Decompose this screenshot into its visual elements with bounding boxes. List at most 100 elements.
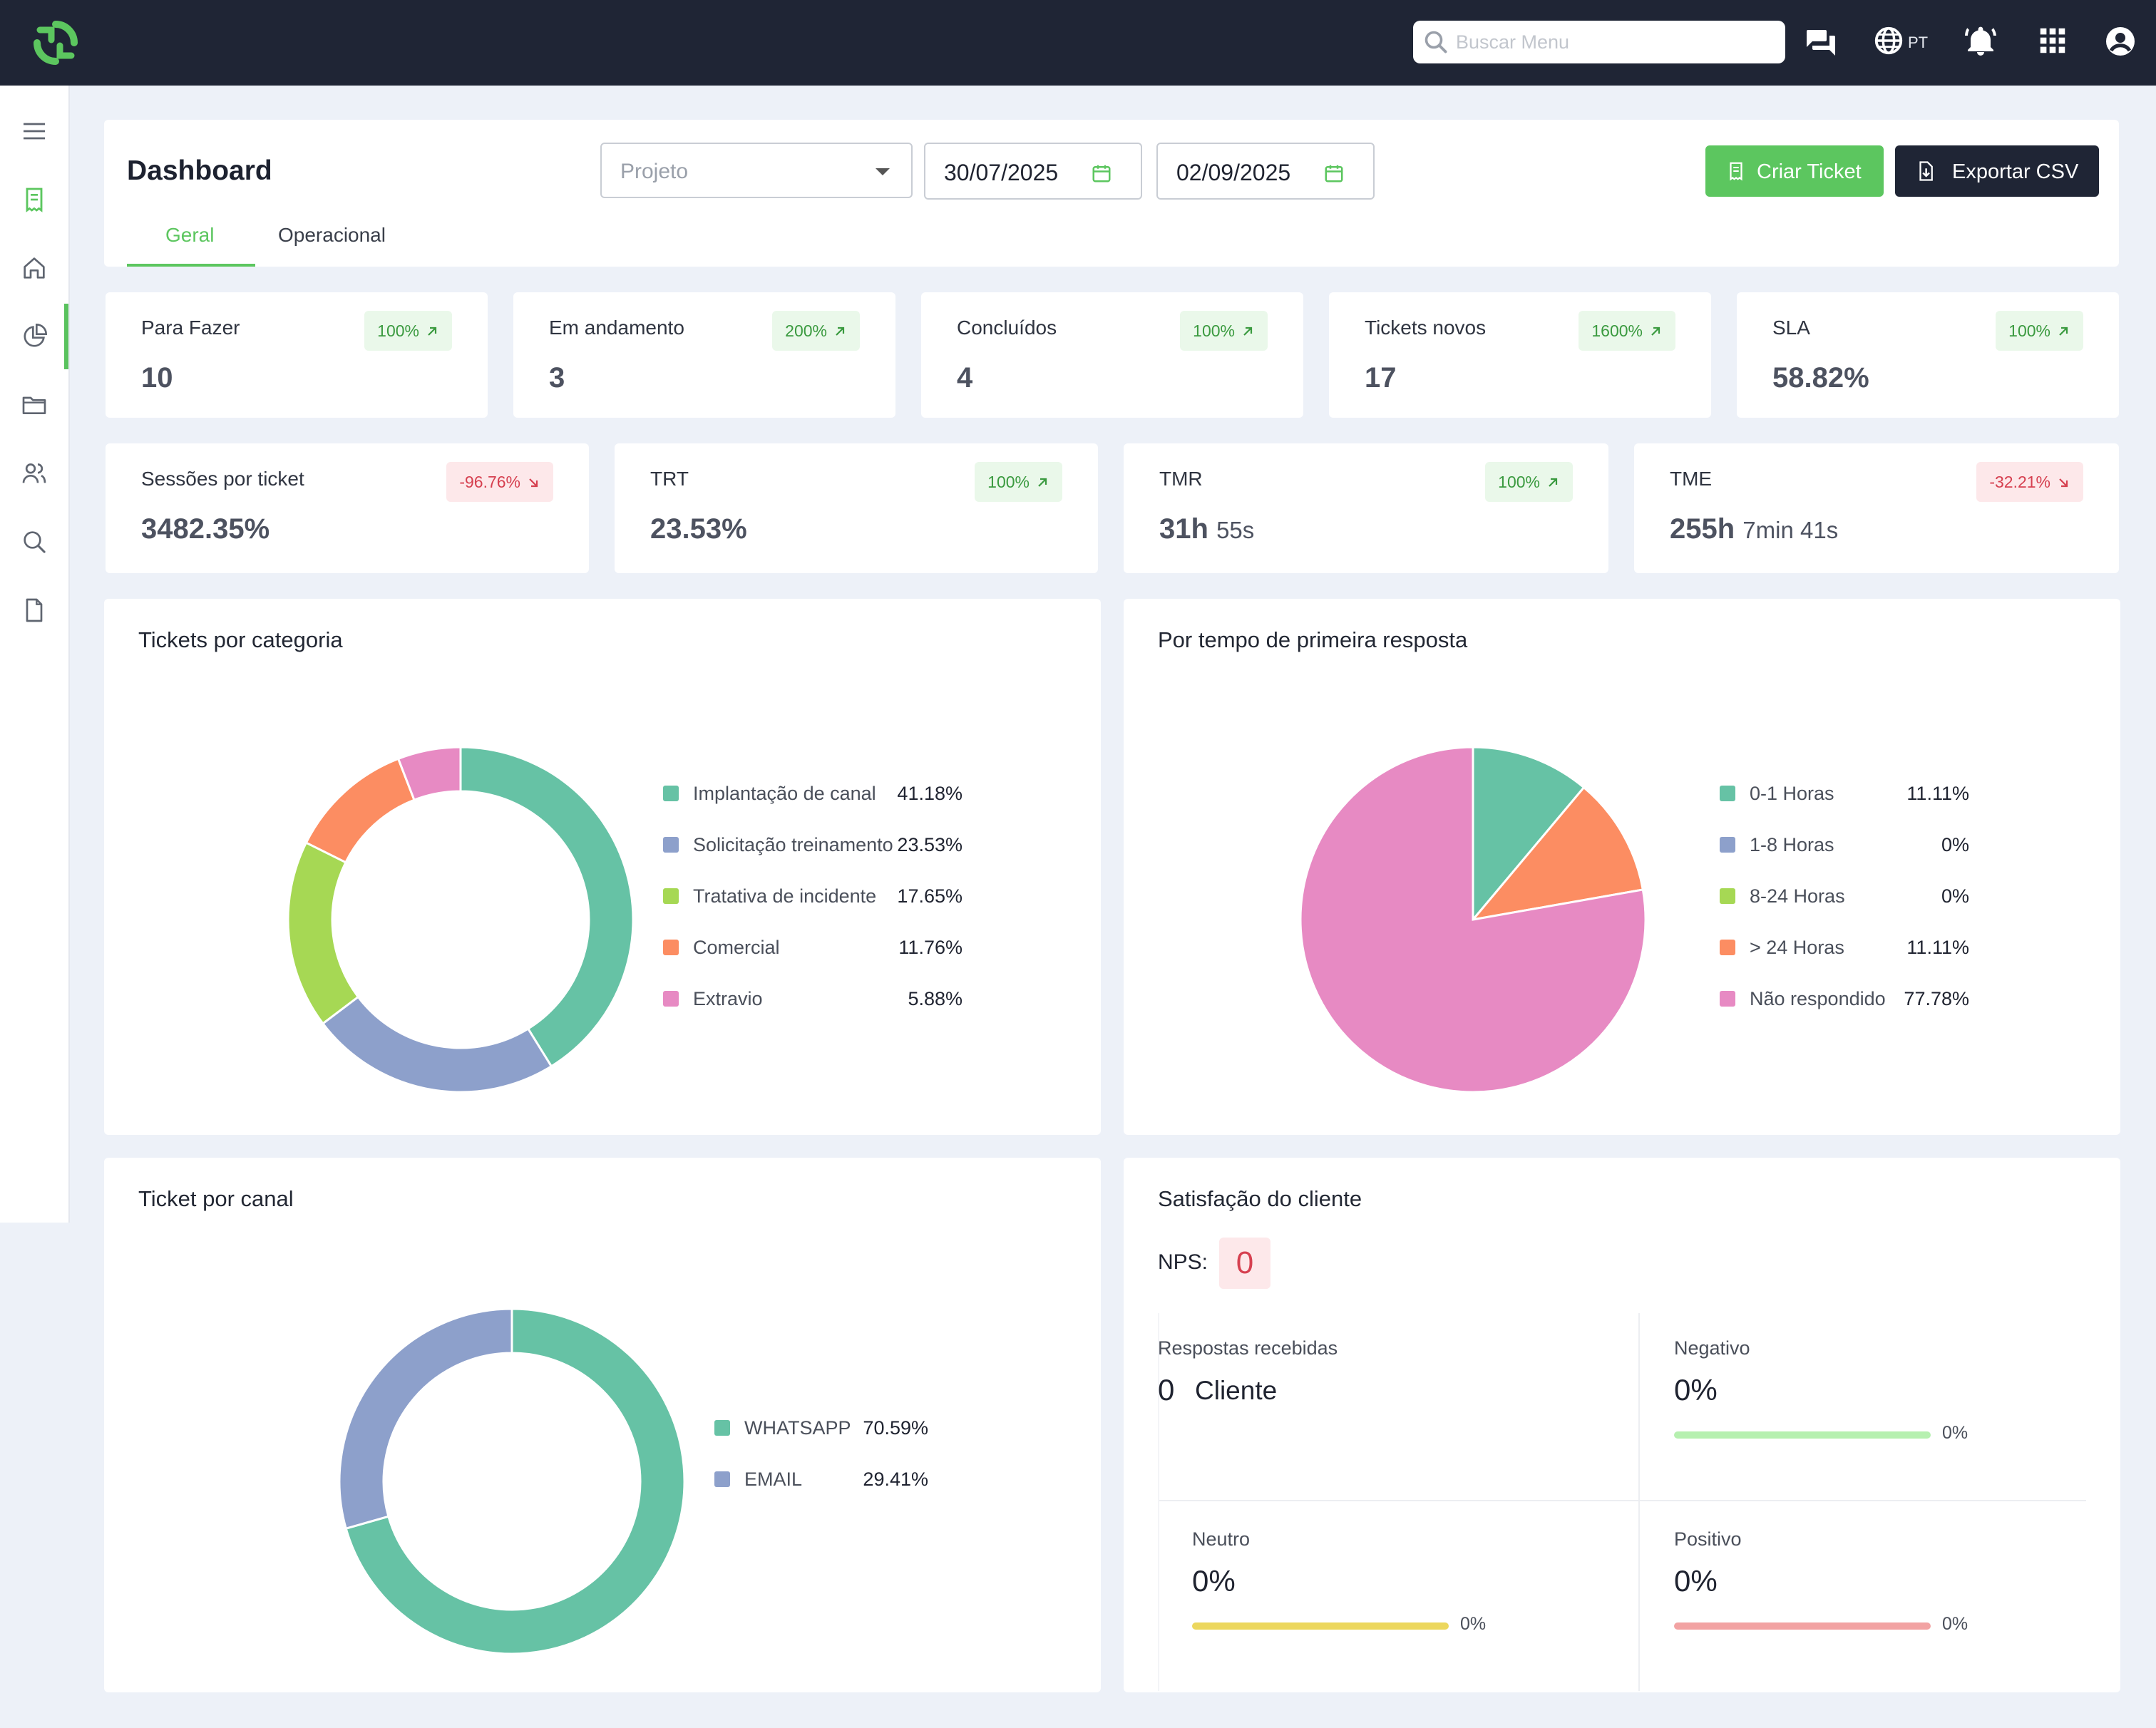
kpi-value: 31h 55s [1159,513,1255,545]
slice--24-horas[interactable] [1470,786,1645,922]
legend-label: Solicitação treinamento [693,834,893,855]
apps-grid-icon[interactable] [2036,24,2069,57]
search-icon[interactable] [20,528,48,556]
positive-label: Positivo [1674,1528,1742,1550]
legend-swatch [1720,991,1735,1007]
slice-email[interactable] [338,1307,513,1531]
divider [1158,1500,2086,1501]
received-label: Respostas recebidas [1158,1337,1338,1359]
received-value: 0 [1158,1373,1175,1406]
legend-item[interactable]: 8-24 Horas 0% [1720,881,1969,910]
donut-chart [338,1307,686,1655]
search-box[interactable] [1413,21,1785,63]
kpi-value: 58.82% [1772,362,1869,394]
kpi-value: 3 [549,362,565,394]
legend-swatch [663,786,679,801]
chart-title: Por tempo de primeira resposta [1158,627,1468,652]
date-to-value: 02/09/2025 [1176,160,1291,185]
positive-value: 0% [1674,1564,1718,1598]
folder-icon[interactable] [20,391,48,419]
search-input[interactable] [1456,21,1770,63]
kpi-value: 23.53% [650,513,747,545]
legend-value: 29.41% [863,1469,928,1490]
neutral-bar [1192,1622,1449,1630]
legend-item[interactable]: EMAIL 29.41% [714,1464,928,1493]
app-logo[interactable] [31,19,80,67]
kpi-label: TMR [1159,468,1203,490]
ticket-icon[interactable] [20,185,48,214]
kpi-label: Para Fazer [141,317,240,339]
bell-icon[interactable] [1963,24,1998,58]
export-csv-button[interactable]: Exportar CSV [1895,145,2099,197]
tab-operacional[interactable]: Operacional [278,224,386,246]
chart-card-ticket-por-canal: Ticket por canal WHATSAPP 70.59% EMAIL 29.4… [104,1158,1101,1692]
legend-item[interactable]: WHATSAPP 70.59% [714,1413,928,1441]
arrow-up-right-icon [1549,478,1558,487]
slice-extravio[interactable] [396,746,462,802]
pie-chart-icon[interactable] [20,322,48,351]
users-icon[interactable] [20,459,48,488]
legend-value: 23.53% [897,834,962,855]
legend-swatch [714,1471,730,1487]
trend-badge: 100% [1996,311,2083,351]
negative-label: Negativo [1674,1337,1750,1359]
account-icon[interactable] [2103,24,2137,58]
kpi-card-sessoes-por-ticket: Sessões por ticket 3482.35% -96.76% [106,443,589,573]
chat-icon[interactable] [1804,24,1838,58]
menu-icon[interactable] [20,117,48,145]
nps-value: 0 [1219,1238,1270,1289]
slice-solicita-o-treinamento[interactable] [321,995,553,1094]
language-label[interactable]: PT [1908,34,1929,51]
received-unit: Cliente [1195,1376,1278,1405]
date-to-field[interactable]: 02/09/2025 [1156,143,1375,200]
page-title: Dashboard [127,155,272,186]
legend-label: EMAIL [744,1469,803,1490]
ticket-icon [1730,162,1742,181]
kpi-card-concluidos: Concluídos 4 100% [921,292,1303,418]
legend-item[interactable]: Não respondido 77.78% [1720,984,1969,1012]
arrow-down-right-icon [2059,478,2068,488]
legend-label: WHATSAPP [744,1417,851,1439]
slice-whatsapp[interactable] [344,1307,686,1655]
legend-swatch [1720,888,1735,904]
slice-comercial[interactable] [304,757,416,864]
legend-item[interactable]: Implantação de canal 41.18% [663,778,962,807]
date-from-field[interactable]: 30/07/2025 [924,143,1142,200]
create-ticket-button[interactable]: Criar Ticket [1705,145,1884,197]
legend-value: 17.65% [897,885,962,907]
legend-swatch [663,940,679,955]
arrow-down-right-icon [529,478,538,488]
home-icon[interactable] [20,254,48,282]
slice-tratativa-de-incidente[interactable] [287,841,360,1025]
legend-item[interactable]: Tratativa de incidente 17.65% [663,881,962,910]
legend-item[interactable]: Comercial 11.76% [663,932,962,961]
positive-bar [1674,1622,1931,1630]
document-icon[interactable] [20,596,48,624]
legend-value: 0% [1941,834,1969,855]
divider [1158,1313,1159,1691]
legend-item[interactable]: 1-8 Horas 0% [1720,830,1969,858]
legend-swatch [663,888,679,904]
legend-value: 70.59% [863,1417,928,1439]
legend-item[interactable]: Extravio 5.88% [663,984,962,1012]
globe-icon[interactable] [1872,24,1905,57]
file-download-icon [1919,161,1933,181]
slice-0-1-horas[interactable] [1472,746,1586,923]
kpi-label: Em andamento [549,317,684,339]
satisfaction-card: Satisfação do cliente NPS: 0 Respostas r… [1124,1158,2120,1692]
legend-item[interactable]: > 24 Horas 11.11% [1720,932,1969,961]
legend-label: 8-24 Horas [1750,885,1845,907]
calendar-icon [1092,165,1111,182]
legend-item[interactable]: 0-1 Horas 11.11% [1720,778,1969,807]
slice-n-o-respondido[interactable] [1299,746,1647,1094]
legend-value: 0% [1941,885,1969,907]
tab-geral[interactable]: Geral [165,224,215,246]
project-select[interactable]: Projeto [600,143,913,198]
kpi-label: Concluídos [957,317,1057,339]
legend-item[interactable]: Solicitação treinamento 23.53% [663,830,962,858]
slice-implanta-o-de-canal[interactable] [459,746,635,1068]
legend-value: 41.18% [897,783,962,804]
legend-value: 11.76% [898,937,962,958]
trend-badge: 200% [772,311,860,351]
trend-badge: 100% [364,311,452,351]
